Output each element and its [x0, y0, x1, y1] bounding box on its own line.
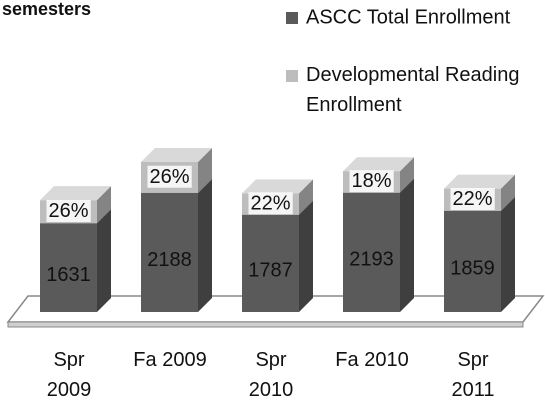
x-tick-label: Spr 2010 — [248, 349, 294, 401]
value-label-bg — [248, 192, 293, 215]
x-tick-label: Fa 2009 — [133, 349, 207, 371]
bar-side — [400, 178, 414, 312]
bar-top — [242, 179, 313, 194]
value-label: 18% — [351, 170, 391, 192]
value-label: 1787 — [248, 260, 293, 282]
bar-top — [343, 157, 414, 172]
bar — [444, 210, 501, 312]
legend-label: Developmental Reading Enrollment — [306, 64, 519, 116]
value-label-bg — [46, 200, 91, 223]
bar-side — [97, 186, 111, 224]
value-label: 26% — [149, 166, 189, 188]
value-label: 1859 — [450, 258, 495, 280]
value-label: 26% — [48, 200, 88, 222]
chart-title: semesters — [2, 0, 91, 19]
value-label-bg — [147, 165, 192, 188]
legend-swatch — [286, 12, 298, 24]
value-label: 2193 — [349, 249, 394, 271]
bar-side — [400, 157, 414, 193]
floor-edge — [7, 321, 524, 328]
legend-label: ASCC Total Enrollment — [306, 6, 511, 28]
legend-swatch — [286, 70, 298, 82]
bar-side — [198, 148, 212, 193]
x-tick-label: Spr 2011 — [451, 349, 495, 401]
bar — [40, 223, 97, 312]
value-label-bg — [450, 188, 495, 211]
value-label: 22% — [250, 192, 290, 214]
value-label: 2188 — [147, 249, 192, 271]
bar-side — [97, 209, 111, 312]
bar-top — [444, 174, 515, 189]
value-label: 1631 — [46, 264, 91, 286]
x-tick-label: Fa 2010 — [335, 349, 409, 371]
bar-side — [198, 178, 212, 312]
bar-side — [501, 174, 515, 211]
bar-side — [299, 200, 313, 312]
bar — [242, 214, 299, 312]
bar-top — [141, 148, 212, 162]
bar — [343, 192, 400, 312]
bar-top — [40, 186, 111, 201]
bar-side — [299, 179, 313, 215]
value-label-bg — [349, 170, 394, 193]
bar — [141, 192, 198, 312]
value-label: 22% — [452, 188, 492, 210]
bar-side — [501, 196, 515, 312]
x-tick-label: Spr 2009 — [46, 349, 92, 401]
